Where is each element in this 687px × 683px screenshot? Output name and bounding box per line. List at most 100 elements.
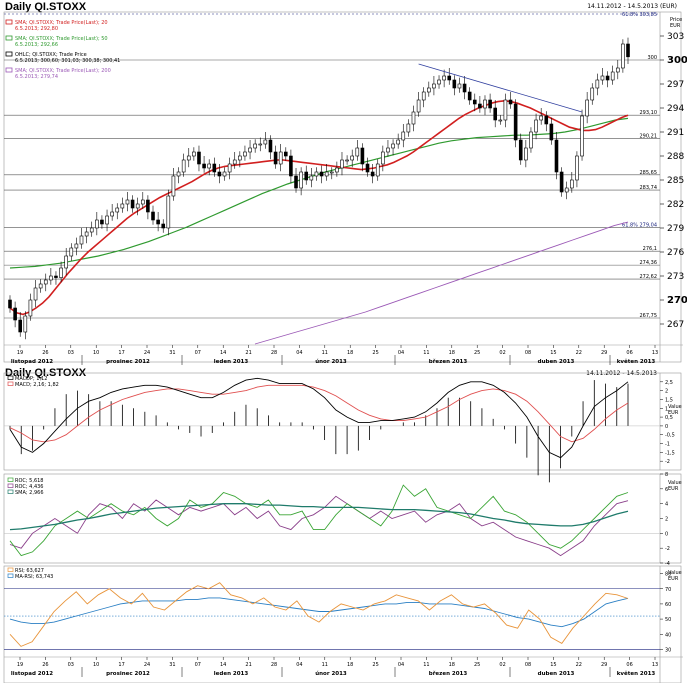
- support-level-label: 293,10: [640, 110, 658, 116]
- candle-body: [64, 255, 68, 269]
- candle-body: [442, 75, 446, 81]
- candle-body: [38, 283, 43, 289]
- x-tick-label: 08: [525, 350, 531, 356]
- candle-body: [462, 83, 467, 93]
- month-label: prosinec 2012: [106, 359, 150, 365]
- x-tick-label: 13: [652, 662, 658, 668]
- rsi-tick-label: 50: [665, 617, 671, 623]
- x-tick-label: 07: [195, 662, 201, 668]
- macd-tick-label: 1: [665, 406, 668, 412]
- x-tick-label: 11: [322, 350, 328, 356]
- candle-body: [192, 151, 196, 157]
- candle-body: [253, 143, 257, 149]
- month-label: listopad 2012: [11, 359, 53, 365]
- macd-tick-label: -1,5: [665, 450, 675, 456]
- x-tick-label: 18: [347, 350, 353, 356]
- roc-legend-swatch: [7, 483, 14, 488]
- x-tick-label: 02: [499, 662, 505, 668]
- price-tick-label: 276: [667, 248, 684, 258]
- sma20-line: [9, 99, 629, 316]
- support-level-label: 276,1: [643, 246, 657, 252]
- candle-body: [54, 275, 58, 278]
- x-tick-label: 25: [474, 662, 480, 668]
- candle-body: [615, 67, 620, 73]
- candle-body: [427, 87, 431, 93]
- price-tick-label: 288: [667, 152, 684, 162]
- candle-body: [176, 171, 181, 177]
- rsi-tick-label: 30: [665, 647, 671, 653]
- candle-body: [125, 199, 130, 205]
- panel-frame: [3, 565, 682, 683]
- price-unit-label: Price: [670, 17, 682, 23]
- roc-tick-label: 8: [665, 472, 668, 478]
- candle-body: [396, 139, 400, 145]
- price-tick-label: 282: [667, 200, 684, 210]
- price-unit-label: EUR: [670, 23, 681, 29]
- macd-legend-label: MACDP; 1,12: [15, 376, 47, 382]
- support-level-label: 285,65: [640, 170, 658, 176]
- candle-body: [570, 179, 574, 189]
- x-tick-label: 25: [372, 662, 378, 668]
- roc-tick-label: 0: [665, 531, 668, 537]
- candle-body: [421, 91, 426, 101]
- month-label: duben 2013: [538, 671, 575, 677]
- x-tick-label: 14: [220, 662, 226, 668]
- candle-body: [33, 287, 38, 301]
- chart-title: Daily QI.STOXX: [5, 1, 87, 13]
- candle-body: [324, 171, 329, 177]
- candle-body: [146, 199, 150, 213]
- trendline: [418, 63, 583, 113]
- support-level-label: 300: [647, 55, 657, 61]
- month-label: prosinec 2012: [106, 671, 150, 677]
- x-tick-label: 02: [499, 350, 505, 356]
- macd-legend-swatch: [7, 381, 14, 386]
- candle-body: [554, 139, 559, 173]
- candle-body: [360, 147, 365, 165]
- month-label: duben 2013: [538, 359, 575, 365]
- candle-body: [498, 119, 503, 122]
- roc-tick-label: 2: [665, 517, 668, 523]
- candle-body: [508, 99, 513, 105]
- legend-sublabel: 6.5.2013; 292,80: [15, 26, 58, 32]
- candle-body: [212, 163, 217, 173]
- candle-body: [365, 163, 370, 173]
- x-tick-label: 13: [652, 350, 658, 356]
- candle-body: [263, 139, 268, 145]
- x-tick-label: 19: [17, 350, 23, 356]
- x-tick-label: 07: [195, 350, 201, 356]
- price-tick-label: 270: [667, 295, 687, 306]
- candle-body: [621, 43, 625, 69]
- candle-body: [227, 163, 232, 173]
- panel-frame: [3, 11, 682, 363]
- candle-body: [401, 131, 406, 141]
- candle-body: [549, 123, 554, 141]
- support-level-label: 290,21: [640, 133, 658, 139]
- candle-body: [248, 147, 252, 153]
- x-tick-label: 26: [42, 662, 48, 668]
- candle-body: [411, 111, 416, 125]
- macd-unit-label: EUR: [668, 410, 679, 416]
- candle-body: [391, 143, 395, 149]
- roc-legend-label: SMA; 2,966: [15, 490, 44, 496]
- roc-sma-line: [9, 503, 629, 531]
- macd-tick-label: -0,5: [665, 433, 675, 439]
- x-tick-label: 03: [68, 350, 74, 356]
- legend-label: SMA; QI.STOXX; Trade Price(Last); 20: [15, 20, 108, 26]
- candle-body: [23, 315, 28, 333]
- x-tick-label: 29: [601, 662, 607, 668]
- candle-body: [18, 319, 23, 333]
- candle-body: [110, 211, 114, 217]
- candle-body: [268, 139, 273, 153]
- legend-swatch: [5, 51, 13, 57]
- x-tick-label: 04: [398, 350, 404, 356]
- roc-legend-label: ROC; 5,618: [15, 478, 44, 484]
- month-label: květen 2013: [617, 670, 656, 677]
- candle-body: [243, 151, 247, 157]
- candle-body: [529, 131, 533, 149]
- candle-body: [171, 175, 176, 197]
- candle-body: [467, 91, 472, 101]
- candle-body: [217, 171, 222, 177]
- candle-body: [95, 219, 99, 229]
- candle-body: [432, 83, 436, 89]
- x-tick-label: 28: [271, 662, 277, 668]
